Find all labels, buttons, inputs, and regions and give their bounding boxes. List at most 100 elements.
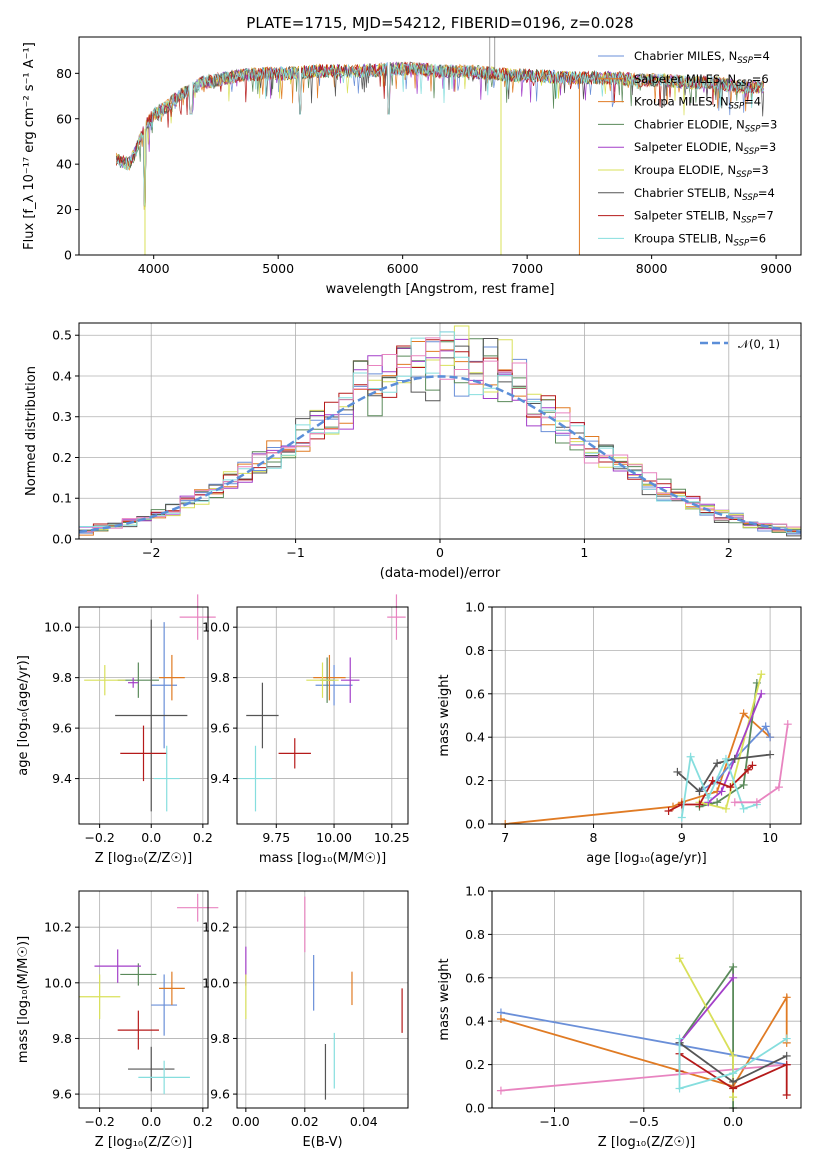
weight-marker-kroupa_stelib xyxy=(721,754,730,763)
x-axis-label: age [log₁₀(age/yr)] xyxy=(586,851,707,866)
y-tick-label: 0.4 xyxy=(465,730,485,745)
axes-frame xyxy=(491,606,802,825)
y-tick-label: 10.0 xyxy=(202,975,230,990)
legend-label: Salpeter STELIB, NSSP=7 xyxy=(634,209,774,226)
weight-marker-salpeter_stelib xyxy=(726,783,735,792)
weight-marker-chabrier_stelib xyxy=(766,750,775,759)
weight-marker-salpeter_stelib xyxy=(782,1090,791,1099)
legend-label: 𝒩(0, 1) xyxy=(738,337,780,351)
y-axis-label: mass weight xyxy=(437,958,452,1040)
y-tick-label: 9.8 xyxy=(52,1031,72,1046)
weight-marker-kroupa_elodie xyxy=(675,954,684,963)
panel-5: −0.2 0.0 0.2 9.6 9.8 10.0 10.2 Z [log₁₀(Z/Z☉)] m… xyxy=(16,890,219,1150)
y-tick-label: 0.4 xyxy=(465,1014,485,1029)
x-tick-label: −1 xyxy=(286,545,304,560)
x-axis-label: wavelength [Angstrom, rest frame] xyxy=(326,282,555,297)
weight-marker-chabrier_stelib xyxy=(695,787,704,796)
panel-1: −2 −1 0 1 2 0.0 0.1 0.2 0.3 0.4 0.5 (data-model)/er… xyxy=(24,322,802,581)
weight-marker-extra_pink xyxy=(774,783,783,792)
x-tick-label: 0.2 xyxy=(193,830,213,845)
panel-6: 0.00 0.02 0.04 9.6 9.8 10.0 10.2 E(B-V) xyxy=(202,890,409,1150)
weight-line-kroupa_stelib xyxy=(680,753,758,818)
legend-label: Kroupa STELIB, NSSP=6 xyxy=(634,231,766,248)
y-tick-label: 60 xyxy=(56,111,72,126)
y-tick-label: 0.2 xyxy=(465,1057,485,1072)
y-tick-label: 0.4 xyxy=(52,368,72,383)
x-tick-label: 0.2 xyxy=(193,1114,213,1129)
legend-label: Kroupa ELODIE, NSSP=3 xyxy=(634,163,769,180)
y-tick-label: 9.8 xyxy=(52,670,72,685)
y-tick-label: 1.0 xyxy=(465,600,485,615)
weight-marker-kroupa_stelib xyxy=(704,793,713,802)
axes-frame xyxy=(78,36,802,256)
y-tick-label: 10.0 xyxy=(44,975,72,990)
y-tick-label: 10.2 xyxy=(202,920,230,935)
axes-frame xyxy=(491,890,802,1109)
x-tick-label: −1.0 xyxy=(539,1114,569,1129)
weight-line-salpeter_miles xyxy=(500,994,788,1088)
y-tick-label: 9.6 xyxy=(52,721,72,736)
panel-7: −1.0 −0.5 0.0 0.0 0.2 0.4 0.6 0.8 1.0 Z [log₁₀(Z/… xyxy=(437,884,802,1150)
axes-frame xyxy=(236,606,409,825)
weight-marker-kroupa_stelib xyxy=(782,1034,791,1043)
weight-marker-extra_pink xyxy=(752,798,761,807)
y-tick-label: 1.0 xyxy=(465,884,485,899)
x-axis-label: E(B-V) xyxy=(302,1135,342,1150)
weight-marker-kroupa_elodie xyxy=(729,1051,738,1060)
y-tick-label: 9.6 xyxy=(52,1087,72,1102)
legend-label: Chabrier MILES, NSSP=4 xyxy=(634,49,770,66)
y-axis-label: Normed distribution xyxy=(24,366,39,496)
weight-marker-extra_pink xyxy=(730,798,739,807)
y-tick-label: 0.0 xyxy=(465,817,485,832)
weight-marker-salpeter_elodie xyxy=(717,787,726,796)
y-tick-label: 10.0 xyxy=(44,620,72,635)
y-tick-label: 0 xyxy=(64,248,72,263)
weight-marker-salpeter_elodie xyxy=(757,689,766,698)
y-tick-label: 9.4 xyxy=(52,771,72,786)
x-tick-label: 8000 xyxy=(636,261,668,276)
x-tick-label: 6000 xyxy=(387,261,419,276)
weight-line-chabrier_miles xyxy=(500,1011,787,1066)
x-axis-label: mass [log₁₀(M/M☉)] xyxy=(259,851,386,866)
y-tick-label: 0.1 xyxy=(52,491,72,506)
weight-marker-chabrier_stelib xyxy=(673,767,682,776)
x-tick-label: 10.00 xyxy=(316,830,352,845)
legend-label: Kroupa MILES, NSSP=4 xyxy=(634,95,761,112)
x-axis-label: (data-model)/error xyxy=(380,566,501,581)
weight-marker-chabrier_stelib xyxy=(782,1051,791,1060)
x-tick-label: 0.0 xyxy=(141,830,161,845)
weight-marker-kroupa_stelib xyxy=(686,752,695,761)
weight-marker-kroupa_stelib xyxy=(675,1084,684,1093)
y-tick-label: 10.0 xyxy=(202,620,230,635)
panel-4: 7 8 9 10 0.0 0.2 0.4 0.6 0.8 1.0 age [log₁₀(age/yr… xyxy=(437,600,802,866)
y-axis-label: age [log₁₀(age/yr)] xyxy=(16,655,31,776)
weight-line-salpeter_elodie xyxy=(678,977,734,1044)
legend: Chabrier MILES, NSSP=4 Salpeter MILES, NS… xyxy=(598,49,777,248)
y-tick-label: 0.0 xyxy=(465,1101,485,1116)
weight-marker-chabrier_stelib xyxy=(713,759,722,768)
weight-marker-chabrier_stelib xyxy=(730,754,739,763)
y-tick-label: 80 xyxy=(56,66,72,81)
y-tick-label: 0.6 xyxy=(465,686,485,701)
y-axis-label: Flux [f_λ 10⁻¹⁷ erg cm⁻² s⁻¹ A⁻¹] xyxy=(22,42,37,250)
panel-3: 9.75 10.00 10.25 9.4 9.6 9.8 10.0 mass [log₁₀(M… xyxy=(202,594,410,866)
axes-frame xyxy=(78,890,209,1109)
weight-marker-salpeter_stelib xyxy=(664,806,673,815)
x-tick-label: −0.5 xyxy=(629,1114,659,1129)
legend-label: Chabrier ELODIE, NSSP=3 xyxy=(634,117,777,134)
x-tick-label: 0.00 xyxy=(232,1114,260,1129)
figure-title: PLATE=1715, MJD=54212, FIBERID=0196, z=0… xyxy=(246,14,633,32)
y-tick-label: 9.6 xyxy=(210,721,230,736)
x-tick-label: 4000 xyxy=(138,261,170,276)
weight-marker-kroupa_stelib xyxy=(675,1034,684,1043)
weight-marker-salpeter_miles xyxy=(496,1015,505,1024)
y-tick-label: 9.8 xyxy=(210,1031,230,1046)
panel-0: 4000 5000 6000 7000 8000 9000 0 20 40 60 80 wavelen… xyxy=(22,36,802,297)
y-tick-label: 20 xyxy=(56,202,72,217)
weight-marker-extra_pink xyxy=(496,1086,505,1095)
x-tick-label: 9000 xyxy=(760,261,792,276)
y-tick-label: 0.2 xyxy=(465,773,485,788)
spectrum-kroupa_stelib xyxy=(116,62,764,207)
x-tick-label: −0.2 xyxy=(84,1114,114,1129)
weight-marker-salpeter_miles xyxy=(782,993,791,1002)
